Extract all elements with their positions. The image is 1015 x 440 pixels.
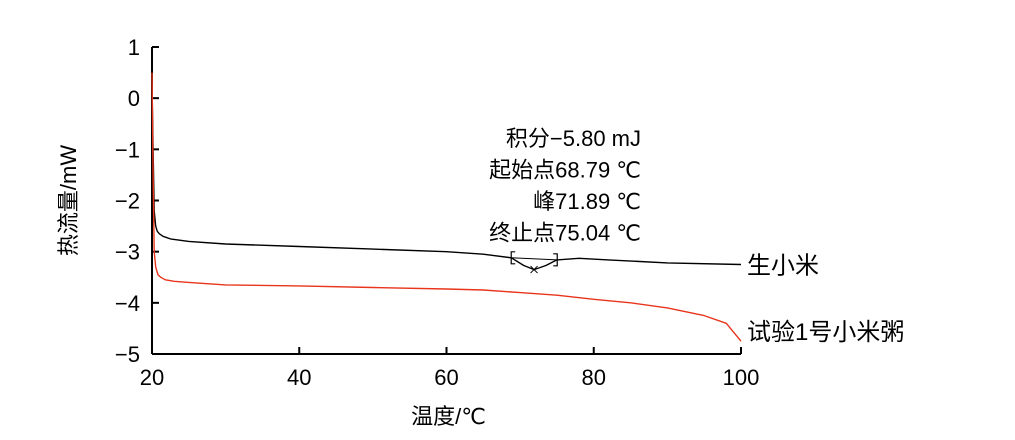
y-tick-label: −2 — [115, 189, 140, 214]
x-tick-label: 100 — [723, 365, 760, 390]
x-tick-label: 40 — [287, 365, 311, 390]
x-ticks: 20 40 60 80 100 — [140, 347, 760, 390]
y-tick-label: −4 — [115, 291, 140, 316]
series-label-millet-porridge: 试验1号小米粥 — [747, 319, 904, 346]
peak-markers — [510, 251, 558, 274]
y-axis-title: 热流量/mW — [56, 145, 81, 256]
series-line-raw-millet — [151, 82, 742, 271]
y-tick-label: −5 — [115, 342, 140, 367]
peak-marker — [530, 265, 538, 274]
baseline-line — [511, 257, 558, 261]
x-tick-label: 60 — [434, 365, 458, 390]
y-ticks: 1 0 −1 −2 −3 −4 −5 — [115, 35, 159, 367]
annotation-peak: 峰71.89 ℃ — [533, 189, 641, 214]
series-label-raw-millet: 生小米 — [747, 252, 819, 279]
y-tick-label: −3 — [115, 240, 140, 265]
axes — [151, 47, 741, 355]
series-line-millet-porridge — [151, 72, 742, 342]
annotation-integral: 积分−5.80 mJ — [506, 126, 641, 151]
peak-annotation: 积分−5.80 mJ 起始点68.79 ℃ 峰71.89 ℃ 终止点75.04 … — [489, 126, 641, 246]
y-tick-label: 1 — [128, 35, 140, 60]
annotation-endset: 终止点75.04 ℃ — [489, 221, 641, 246]
onset-bracket — [510, 251, 516, 265]
x-tick-label: 80 — [582, 365, 606, 390]
annotation-onset: 起始点68.79 ℃ — [489, 158, 641, 183]
x-axis-title: 温度/℃ — [411, 404, 486, 429]
x-tick-label: 20 — [140, 365, 164, 390]
series-group — [151, 72, 742, 342]
y-tick-label: −1 — [115, 137, 140, 162]
endset-bracket — [553, 253, 558, 267]
y-tick-label: 0 — [128, 86, 140, 111]
